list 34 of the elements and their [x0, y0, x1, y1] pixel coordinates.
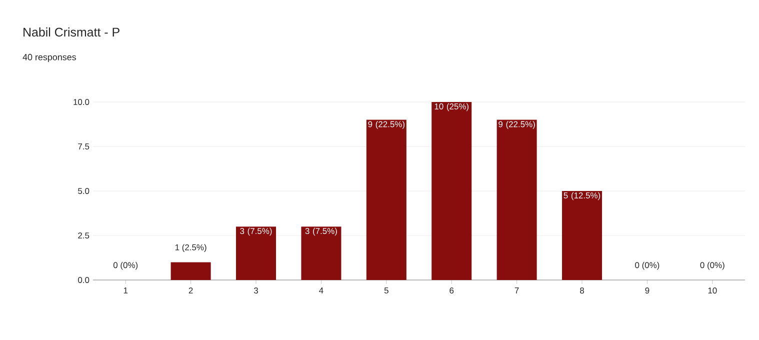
y-tick-label: 7.5 — [78, 144, 90, 150]
x-tick-label: 5 — [384, 288, 388, 294]
y-tick-label: 10.0 — [74, 99, 90, 105]
chart-subtitle: 40 responses — [22, 54, 76, 62]
bar — [236, 226, 276, 280]
data-label: 3 (7.5%) — [240, 228, 272, 236]
data-label: 5 (12.5%) — [564, 192, 600, 200]
bar — [432, 102, 472, 280]
x-tick-label: 2 — [188, 288, 193, 294]
x-tick-label: 4 — [319, 288, 324, 294]
bar — [301, 226, 342, 280]
x-tick-label: 10 — [708, 288, 717, 294]
y-tick-label: 2.5 — [78, 232, 90, 238]
x-tick-label: 7 — [514, 288, 519, 294]
y-tick-label: 0.0 — [78, 277, 90, 283]
x-tick-label: 1 — [124, 288, 128, 294]
data-label: 0 (0%) — [700, 262, 724, 270]
data-label: 3 (7.5%) — [305, 228, 337, 236]
data-label: 9 (22.5%) — [498, 120, 535, 129]
bar — [170, 262, 211, 280]
x-tick-label: 8 — [580, 288, 584, 294]
data-label: 1 (2.5%) — [175, 244, 206, 252]
data-label: 0 (0%) — [113, 262, 138, 270]
data-label: 9 (22.5%) — [368, 120, 404, 129]
data-label: 0 (0%) — [635, 262, 660, 270]
bar — [562, 191, 602, 280]
y-tick-label: 5.0 — [78, 188, 90, 194]
x-tick-label: 3 — [254, 288, 258, 294]
x-tick-label: 9 — [645, 288, 650, 294]
x-tick-label: 6 — [450, 288, 454, 294]
chart-title: Nabil Crismatt - P — [24, 27, 120, 37]
bar — [496, 120, 537, 280]
bar — [366, 120, 406, 280]
data-label: 10 (25%) — [434, 103, 468, 112]
